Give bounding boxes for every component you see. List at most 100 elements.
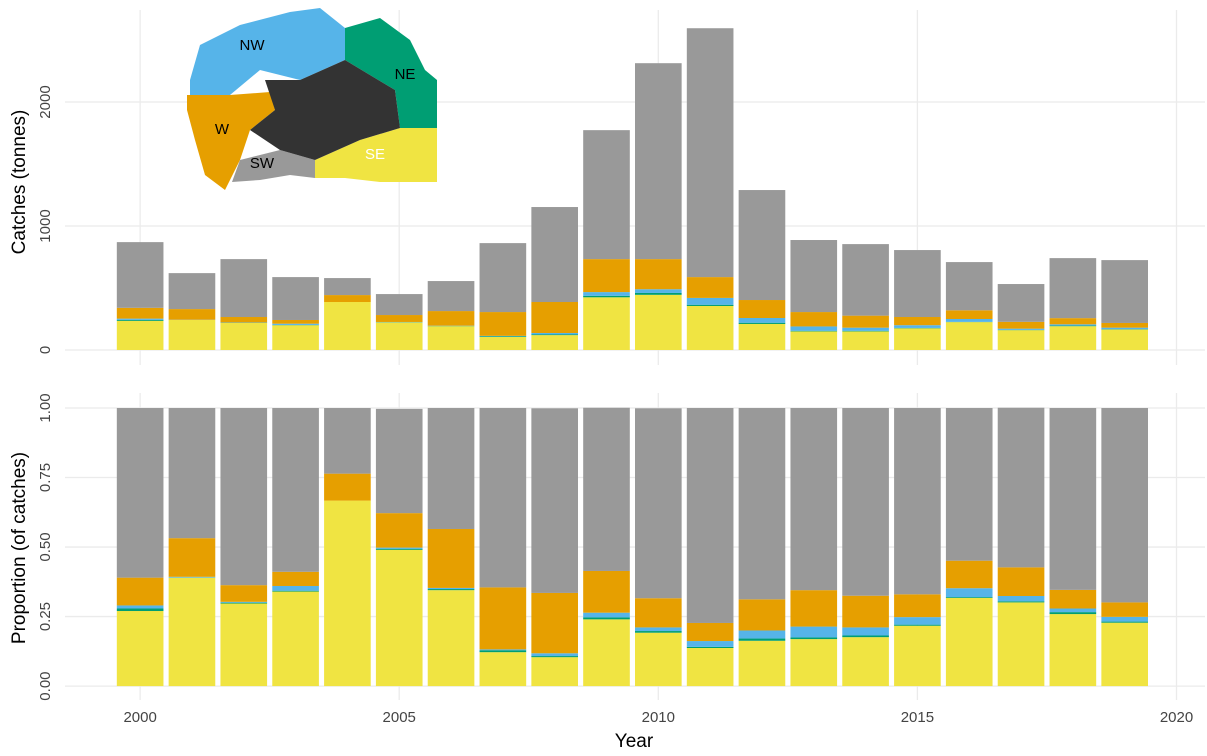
bar-segment — [1049, 325, 1097, 327]
bar-segment — [1101, 616, 1148, 622]
map-interior — [250, 60, 400, 160]
y-tick-label: 0.75 — [37, 463, 54, 492]
y-axis-title: Catches (tonnes) — [9, 110, 30, 255]
bar-segment — [997, 601, 1045, 603]
bar-segment — [375, 549, 423, 687]
y-tick-label: 0.25 — [37, 602, 54, 631]
bar-segment — [583, 259, 630, 293]
bar-segment — [790, 639, 838, 687]
y-tick-label: 0.50 — [37, 532, 54, 561]
map-region — [187, 92, 275, 190]
bar-segment — [790, 326, 838, 331]
bar-segment — [479, 312, 527, 336]
bar-segment — [997, 407, 1045, 568]
bar-segment — [116, 408, 164, 578]
bar-segment — [790, 637, 838, 640]
bar-segment — [738, 640, 786, 687]
bar-segment — [635, 63, 682, 260]
bar-segment — [635, 631, 682, 633]
bar-segment — [738, 599, 786, 631]
bar-segment — [738, 630, 786, 639]
bar-segment — [324, 500, 371, 687]
bar-segment — [479, 649, 527, 651]
bar-segment — [116, 320, 164, 350]
bar-segment — [945, 597, 993, 687]
bar-segment — [427, 589, 475, 591]
bar-segment — [1049, 614, 1097, 687]
bar-segment — [272, 590, 319, 592]
bar-segment — [168, 577, 216, 687]
bar-segment — [116, 307, 164, 319]
bar-segment — [427, 311, 475, 326]
bar-segment — [686, 622, 734, 642]
x-tick-label: 2005 — [383, 709, 416, 726]
bar-segment — [635, 408, 682, 599]
bar-segment — [686, 28, 734, 278]
bar-segment — [531, 333, 578, 335]
bar-segment — [686, 408, 734, 623]
bar-segment — [1049, 326, 1097, 350]
bar-segment — [583, 130, 630, 260]
bar-segment — [583, 617, 630, 620]
bar-segment — [531, 657, 578, 687]
bar-segment — [168, 319, 216, 350]
bar-segment — [738, 190, 786, 301]
bar-segment — [272, 591, 319, 687]
bar-segment — [997, 321, 1045, 329]
bar-segment — [790, 590, 838, 627]
bar-segment — [738, 638, 786, 641]
bar-segment — [842, 637, 889, 687]
bar-segment — [842, 595, 889, 628]
bar-segment — [790, 408, 838, 591]
bar-segment — [220, 408, 268, 586]
bar-segment — [272, 571, 319, 586]
bar-segment — [168, 576, 216, 578]
bar-segment — [324, 473, 371, 501]
bar-segment — [686, 297, 734, 305]
x-tick-label: 2020 — [1160, 709, 1193, 726]
bar-segment — [116, 611, 164, 687]
bar-segment — [375, 547, 423, 549]
bar-segment — [945, 588, 993, 598]
y-tick-label: 1000 — [37, 209, 54, 242]
bar-segment — [531, 302, 578, 334]
bar-segment — [1049, 612, 1097, 615]
bar-segment — [635, 598, 682, 628]
bar-segment — [116, 605, 164, 609]
bar-segment — [168, 408, 216, 539]
bar-segment — [1049, 608, 1097, 613]
bar-segment — [894, 594, 941, 618]
bar-segment — [324, 295, 371, 303]
bar-segment — [1049, 324, 1097, 326]
x-tick-label: 2000 — [123, 709, 156, 726]
bar-segment — [479, 650, 527, 653]
bar-segment — [583, 619, 630, 687]
y-tick-label: 0 — [37, 346, 54, 354]
bar-segment — [894, 250, 941, 318]
bar-segment — [738, 408, 786, 600]
bar-segment — [686, 647, 734, 687]
bar-segment — [894, 408, 941, 595]
bar-segment — [531, 335, 578, 350]
bar-segment — [375, 408, 423, 514]
bar-segment — [583, 570, 630, 613]
x-tick-label: 2010 — [642, 709, 675, 726]
bar-segment — [531, 653, 578, 657]
bar-segment — [997, 567, 1045, 596]
bar-segment — [479, 587, 527, 650]
bar-segment — [427, 281, 475, 312]
bar-segment — [583, 407, 630, 571]
bar-segment — [479, 408, 527, 588]
bar-segment — [945, 262, 993, 311]
bar-segment — [790, 331, 838, 350]
map-region — [315, 128, 437, 182]
bar-segment — [1101, 621, 1148, 623]
bar-segment — [272, 323, 319, 325]
bar-segment — [1049, 318, 1097, 325]
bar-segment — [1101, 329, 1148, 350]
bar-segment — [272, 325, 319, 350]
y-tick-label: 2000 — [37, 85, 54, 118]
bar-segment — [738, 318, 786, 323]
bar-segment — [686, 641, 734, 647]
